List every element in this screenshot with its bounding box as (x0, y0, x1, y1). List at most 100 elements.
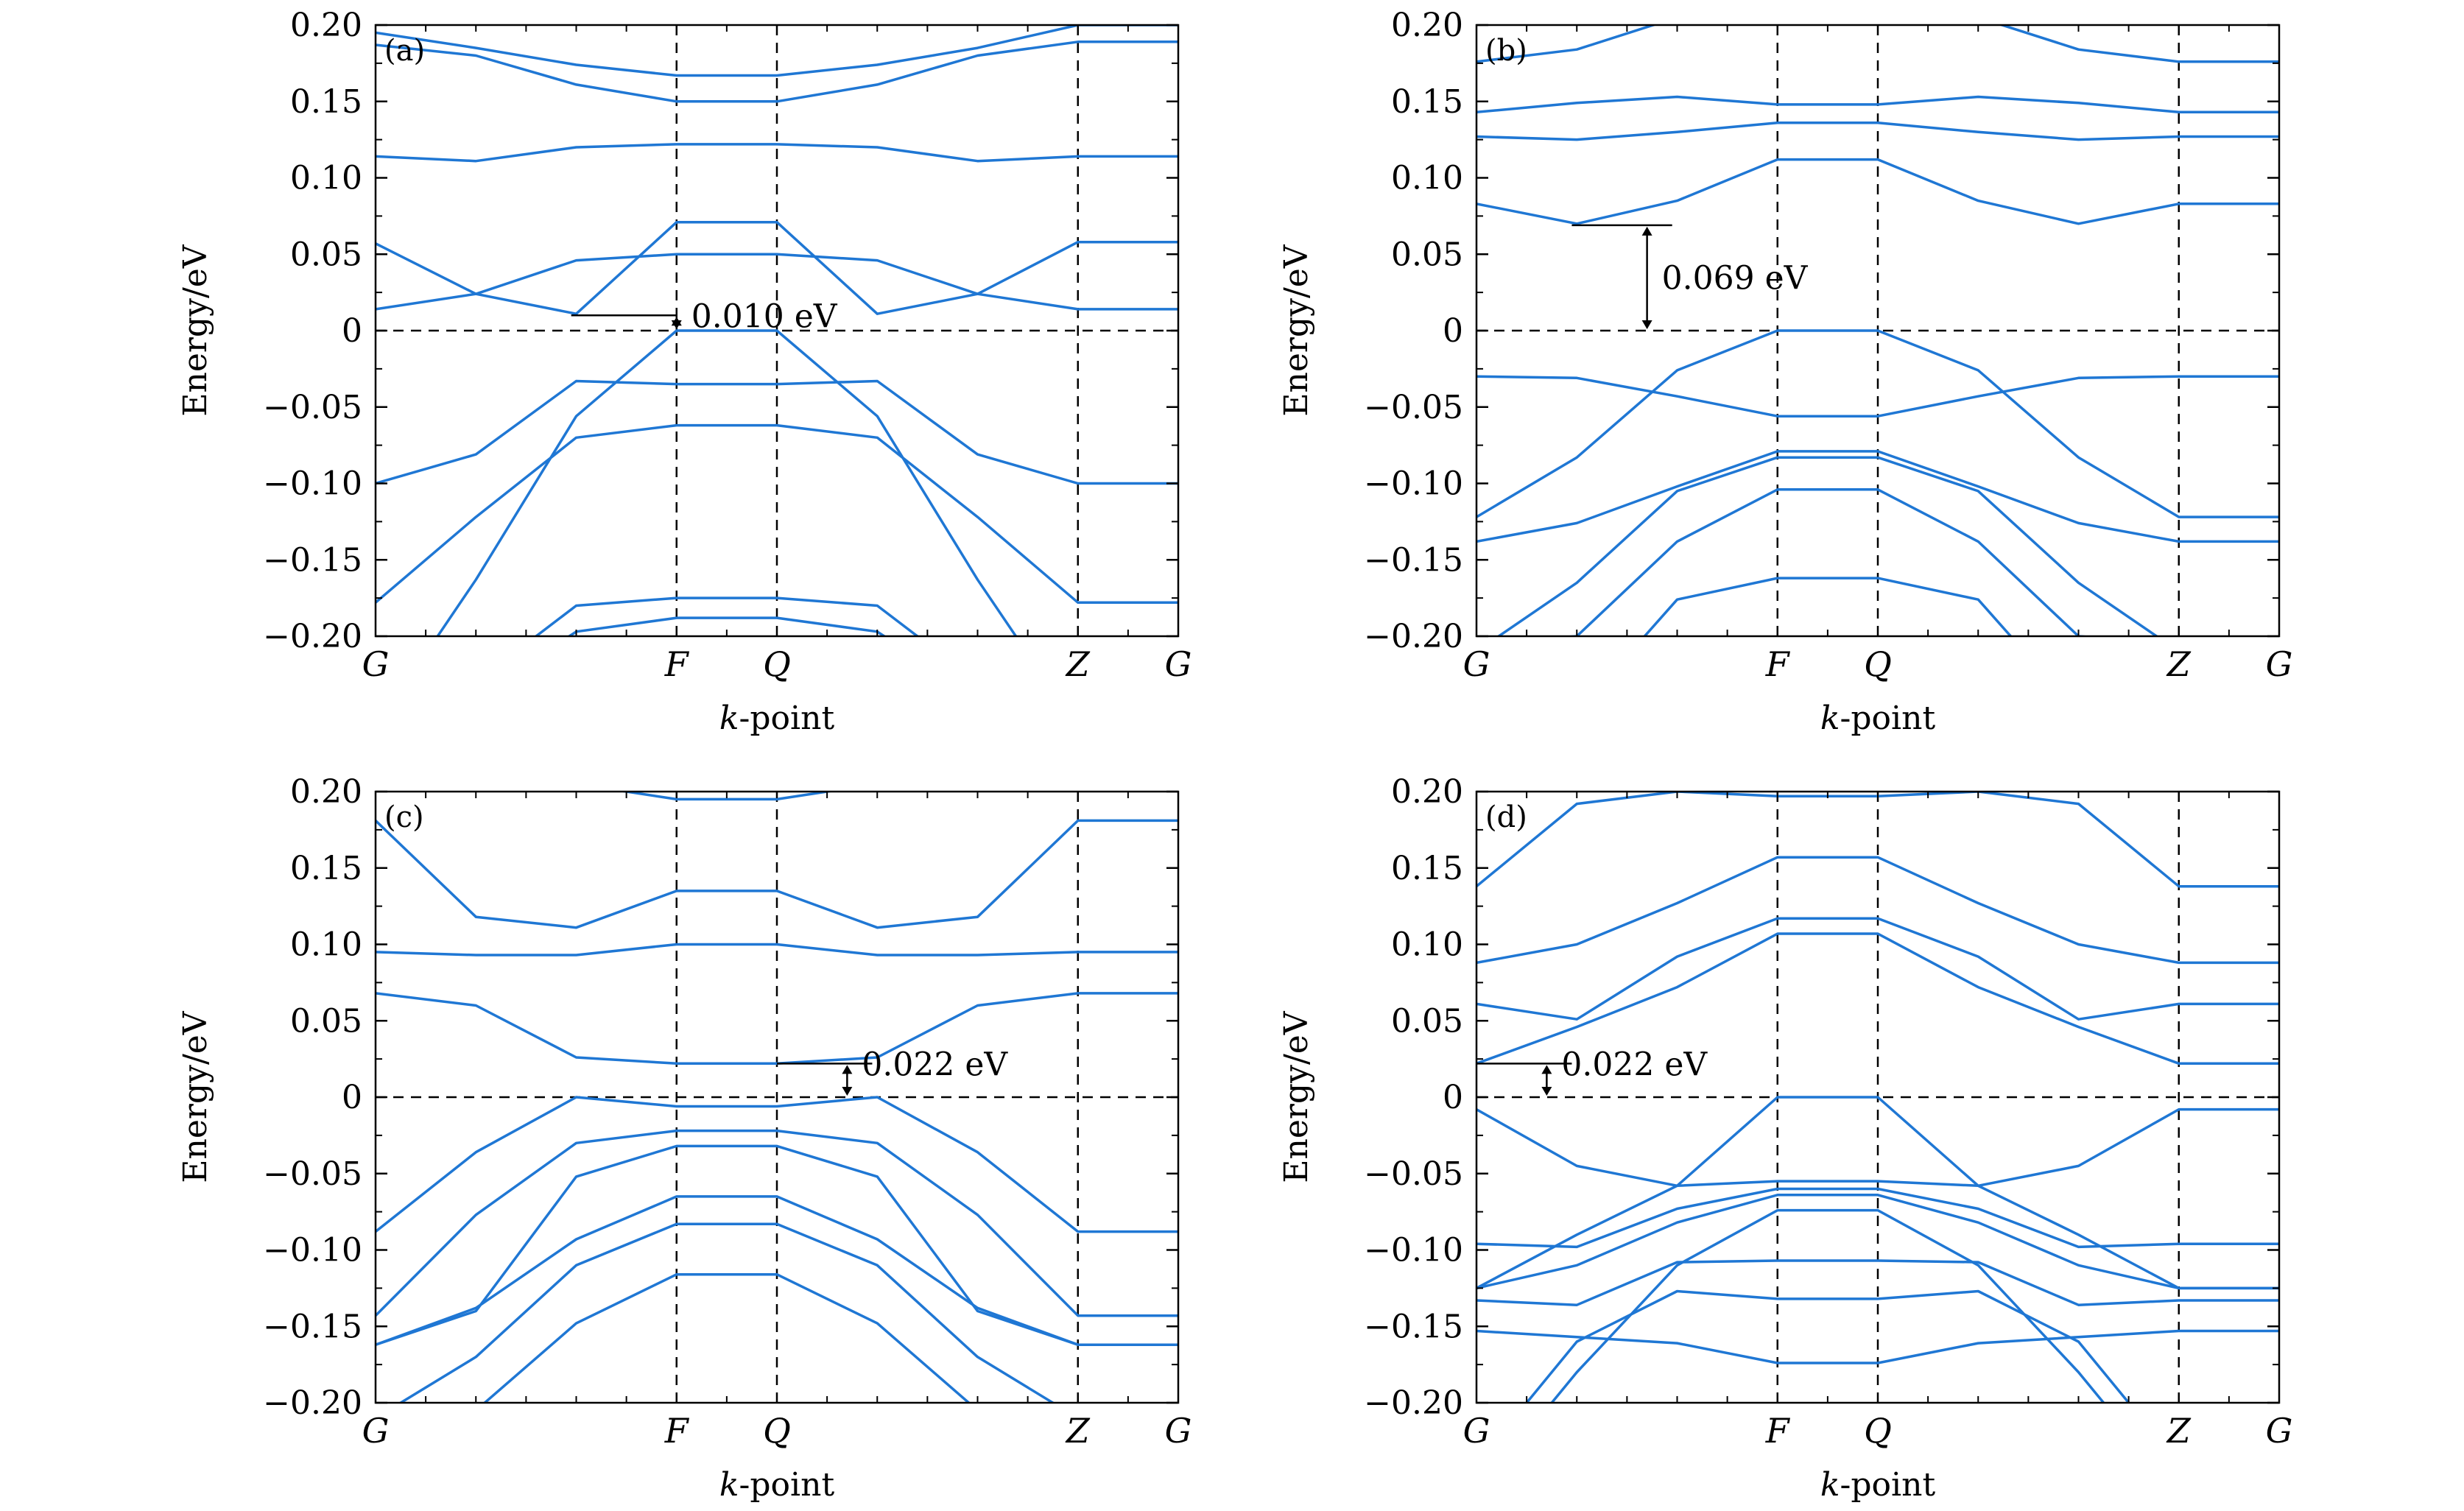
y-tick-label: 0.20 (290, 773, 362, 811)
band-line (1476, 1107, 2279, 1188)
y-tick-label: 0.20 (290, 7, 362, 44)
kpoint-label: Z (1065, 644, 1091, 684)
gap-arrowhead (1541, 1087, 1552, 1096)
y-tick-label: 0 (1443, 1079, 1463, 1116)
kpoint-label: G (1463, 1411, 1490, 1451)
gap-annotation-label: 0.022 eV (1561, 1046, 1708, 1083)
band-line (376, 143, 1178, 163)
band-line (376, 1144, 1178, 1346)
y-tick-label: 0.15 (1391, 850, 1463, 887)
y-tick-label: 0 (1443, 312, 1463, 350)
band-line (376, 1129, 1178, 1317)
y-axis-title: Energy/eV (1278, 1010, 1315, 1183)
kpoint-label: G (2266, 644, 2293, 684)
band-line (1476, 1187, 2279, 1249)
y-tick-label: −0.20 (263, 618, 362, 655)
gap-arrowhead (1541, 1065, 1552, 1074)
kpoint-label: Z (1065, 1411, 1091, 1451)
band-line (1560, 488, 2096, 636)
y-tick-label: −0.05 (1364, 389, 1463, 426)
y-tick-label: 0 (342, 312, 362, 350)
band-line (376, 379, 1178, 485)
band-line (376, 819, 1178, 929)
band-line (398, 1222, 1056, 1403)
kpoint-label: Q (1864, 1411, 1892, 1451)
y-tick-label: −0.05 (263, 1155, 362, 1193)
y-tick-label: 0.20 (1391, 773, 1463, 811)
x-axis-title: k-point (719, 1466, 835, 1504)
band-line (376, 40, 1178, 103)
kpoint-label: Q (763, 644, 791, 684)
kpoint-label: G (362, 1411, 390, 1451)
band-line (1643, 577, 2013, 636)
gap-annotation-label: 0.022 eV (862, 1046, 1008, 1083)
band-line (436, 329, 1018, 636)
band-line (618, 792, 836, 801)
y-tick-label: −0.05 (1364, 1155, 1463, 1193)
band-line (1476, 1259, 2279, 1306)
y-tick-label: 0.15 (290, 850, 362, 887)
gap-arrowhead (842, 1087, 853, 1096)
band-line (376, 25, 1178, 77)
kpoint-label: Z (2166, 1411, 2192, 1451)
band-line (1476, 1096, 2279, 1290)
band-lines (376, 792, 1178, 1403)
y-axis-title: Energy/eV (1278, 244, 1315, 416)
band-line (1476, 932, 2279, 1066)
band-line (376, 1096, 1178, 1233)
band-line (1549, 1208, 2105, 1403)
y-tick-label: −0.20 (263, 1384, 362, 1422)
band-line (1476, 25, 2279, 63)
band-line (1476, 1194, 2279, 1290)
panel-label: (a) (384, 34, 425, 68)
band-lines (1476, 792, 2279, 1403)
y-tick-label: −0.10 (263, 465, 362, 503)
gap-annotation-label: 0.069 eV (1662, 259, 1809, 297)
y-axis-title: Energy/eV (177, 244, 214, 416)
panel-label: (c) (384, 800, 424, 834)
y-tick-label: 0.05 (1391, 1002, 1463, 1040)
gap-arrowhead (671, 320, 682, 329)
band-line (1476, 856, 2279, 965)
band-line (376, 943, 1178, 957)
gap-arrowhead (1641, 226, 1652, 236)
band-line (1476, 375, 2279, 418)
band-line (1476, 158, 2279, 225)
band-line (1476, 450, 2279, 543)
band-lines (1476, 25, 2279, 636)
y-tick-label: 0 (342, 1079, 362, 1116)
y-tick-label: −0.05 (263, 389, 362, 426)
y-tick-label: −0.15 (263, 541, 362, 579)
panel-label: (b) (1485, 34, 1527, 68)
band-panel: 0.200.150.100.050−0.05−0.10−0.15−0.20G F Q… (1278, 7, 2293, 737)
kpoint-label: F (664, 1411, 690, 1451)
band-line (376, 423, 1178, 605)
band-panel: 0.200.150.100.050−0.05−0.10−0.15−0.20G F Q… (1278, 773, 2292, 1504)
gap-annotation: 0.010 eV (571, 297, 838, 335)
y-tick-label: 0.15 (1391, 83, 1463, 121)
y-tick-label: −0.20 (1364, 618, 1463, 655)
band-line (376, 220, 1178, 315)
y-tick-label: −0.15 (263, 1308, 362, 1345)
kpoint-label: Q (763, 1411, 791, 1451)
band-line (566, 616, 887, 636)
x-axis-title: k-point (1820, 700, 1936, 737)
y-axis-title: Energy/eV (177, 1010, 214, 1183)
kpoint-label: Q (1864, 644, 1892, 684)
y-tick-label: 0.10 (290, 926, 362, 964)
band-lines (376, 25, 1178, 636)
y-tick-label: 0.10 (1391, 160, 1463, 197)
y-tick-label: 0.10 (1391, 926, 1463, 964)
kpoint-label: F (664, 644, 690, 684)
band-panel: 0.200.150.100.050−0.05−0.10−0.15−0.20G F Q… (177, 7, 1191, 737)
y-tick-label: 0.05 (290, 1002, 362, 1040)
gap-annotation-label: 0.010 eV (691, 297, 838, 335)
x-axis-title: k-point (719, 700, 835, 737)
band-line (1496, 456, 2159, 636)
band-line (1476, 121, 2279, 141)
kpoint-label: Z (2166, 644, 2192, 684)
kpoint-label: G (2266, 1411, 2293, 1451)
band-line (1524, 1289, 2130, 1403)
